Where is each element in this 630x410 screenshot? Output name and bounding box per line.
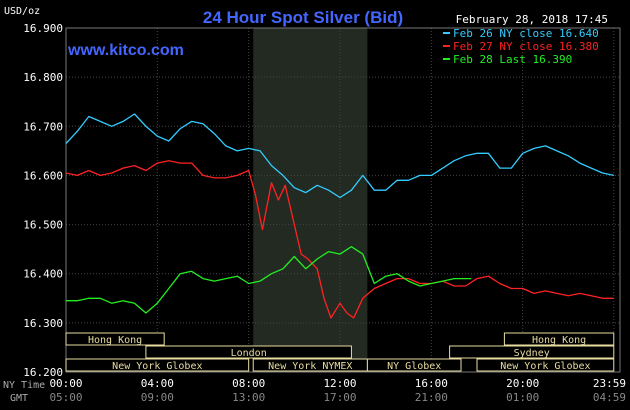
kitco-watermark: www.kitco.com xyxy=(67,42,184,59)
y-tick-label: 16.200 xyxy=(23,366,63,379)
session-box xyxy=(65,358,250,372)
session-label: Sydney xyxy=(514,348,550,359)
session-box xyxy=(476,358,615,372)
session-label: Hong Kong xyxy=(532,335,586,346)
y-tick-label: 16.300 xyxy=(23,317,63,330)
y-tick-label: 16.900 xyxy=(23,22,63,35)
x-tick-gmt: 04:59 xyxy=(593,391,626,404)
y-tick-label: 16.600 xyxy=(23,169,63,182)
y-tick-label: 16.700 xyxy=(23,120,63,133)
x-tick-gmt: 09:00 xyxy=(141,391,174,404)
session-box xyxy=(449,345,615,359)
x-tick-gmt: 13:00 xyxy=(232,391,265,404)
y-tick-label: 16.800 xyxy=(23,71,63,84)
series-line xyxy=(65,160,614,319)
x-tick-gmt: 17:00 xyxy=(323,391,356,404)
session-label: New York NYMEX xyxy=(268,361,352,372)
legend-entry: Feb 26 NY close 16.640 xyxy=(453,27,599,40)
y-tick-label: 16.500 xyxy=(23,219,63,232)
x-tick-gmt: 05:00 xyxy=(49,391,82,404)
session-label: NY Globex xyxy=(387,361,441,372)
series-line xyxy=(66,246,472,314)
nymex-shaded-region xyxy=(253,28,368,372)
series-line xyxy=(65,113,614,199)
y-axis-label: USD/oz xyxy=(4,6,40,17)
gmt-label: GMT xyxy=(10,393,28,404)
session-box xyxy=(503,332,615,346)
legend-entry: Feb 27 NY close 16.380 xyxy=(453,40,599,53)
trading-sessions: Hong Kong London New York Globex New York N… xyxy=(65,332,615,372)
plot-frame xyxy=(65,27,621,373)
x-tick-ny: 16:00 xyxy=(415,377,448,390)
session-label: New York Globex xyxy=(500,361,590,372)
series-lines xyxy=(65,113,614,319)
chart-title: 24 Hour Spot Silver (Bid) xyxy=(203,8,403,27)
x-tick-ny: 04:00 xyxy=(141,377,174,390)
x-tick-ny: 12:00 xyxy=(323,377,356,390)
session-label: Hong Kong xyxy=(88,335,142,346)
ny-time-label: NY Time xyxy=(3,380,45,391)
session-box xyxy=(366,358,462,372)
x-tick-gmt: 01:00 xyxy=(506,391,539,404)
x-tick-ny: 00:00 xyxy=(49,377,82,390)
legend-entry: Feb 28 Last 16.390 xyxy=(453,53,572,66)
y-tick-label: 16.400 xyxy=(23,268,63,281)
session-box xyxy=(65,332,165,346)
x-tick-ny: 23:59 xyxy=(593,377,626,390)
x-tick-gmt: 21:00 xyxy=(415,391,448,404)
session-box xyxy=(145,345,352,359)
y-tick-labels: 16.200 16.300 16.400 16.500 16.600 16.700 16.8… xyxy=(23,22,63,379)
chart-date-label: February 28, 2018 17:45 xyxy=(456,13,608,26)
session-label: New York Globex xyxy=(112,361,202,372)
session-label: London xyxy=(231,348,267,359)
x-tick-ny: 20:00 xyxy=(506,377,539,390)
x-tick-ny: 08:00 xyxy=(232,377,265,390)
